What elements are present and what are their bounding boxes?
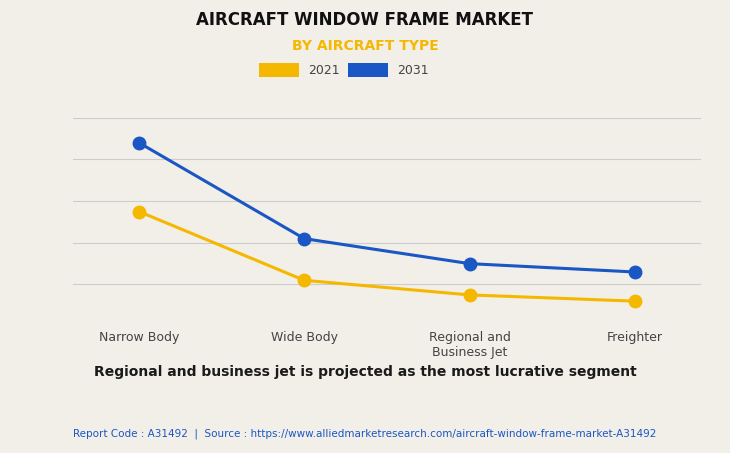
- FancyBboxPatch shape: [348, 63, 388, 77]
- Text: 2021: 2021: [308, 64, 339, 77]
- Text: 2031: 2031: [397, 64, 429, 77]
- FancyBboxPatch shape: [259, 63, 299, 77]
- Text: AIRCRAFT WINDOW FRAME MARKET: AIRCRAFT WINDOW FRAME MARKET: [196, 11, 534, 29]
- Text: BY AIRCRAFT TYPE: BY AIRCRAFT TYPE: [291, 39, 439, 53]
- Text: Regional and business jet is projected as the most lucrative segment: Regional and business jet is projected a…: [93, 365, 637, 379]
- Text: Report Code : A31492  |  Source : https://www.alliedmarketresearch.com/aircraft-: Report Code : A31492 | Source : https://…: [73, 428, 657, 439]
